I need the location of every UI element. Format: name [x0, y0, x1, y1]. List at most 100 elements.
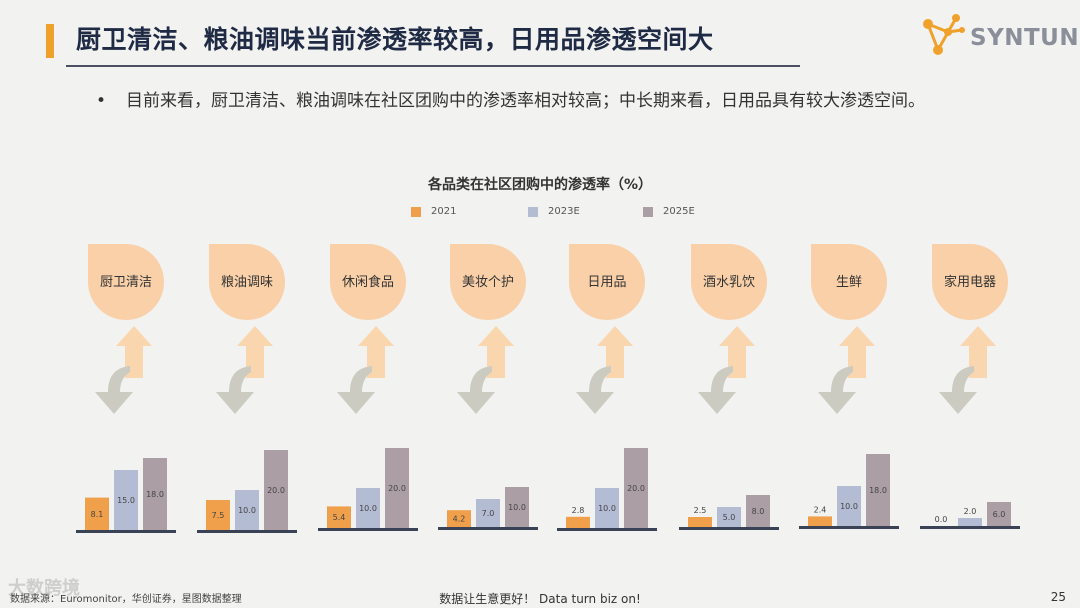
category-label: 厨卫清洁 [100, 275, 152, 290]
bar-value-label: 0.0 [935, 515, 948, 524]
bar [595, 488, 619, 528]
down-arrow-icon [95, 366, 133, 414]
bar [566, 516, 590, 528]
category-baseline [318, 528, 418, 531]
bar [206, 500, 230, 530]
down-arrow-icon [457, 366, 495, 414]
category-baseline [920, 526, 1020, 529]
category-baseline [557, 528, 657, 531]
up-arrow-icon [719, 326, 755, 378]
bar [385, 448, 409, 528]
logo-text: SYNTUN [970, 25, 1080, 51]
up-arrow-icon [237, 326, 273, 378]
up-arrow-icon [839, 326, 875, 378]
down-arrow-icon [818, 366, 856, 414]
up-arrow-icon [116, 326, 152, 378]
category-bubble [932, 244, 1008, 320]
title-accent-bar [46, 24, 54, 58]
bar [476, 499, 500, 527]
category-label: 休闲食品 [342, 274, 394, 290]
bar-value-label: 4.2 [453, 515, 466, 524]
category-bubble [569, 244, 645, 320]
bar [624, 448, 648, 528]
category-label: 生鲜 [836, 275, 862, 290]
bar-value-label: 2.4 [814, 505, 827, 514]
category-baseline [76, 530, 176, 533]
footer-slogan: 数据让生意更好！ Data turn biz on! [439, 592, 641, 606]
category-label: 家用电器 [944, 274, 996, 290]
down-arrow-icon [698, 366, 736, 414]
summary-bullet: • 目前来看，厨卫清洁、粮油调味在社区团购中的渗透率相对较高；中长期来看，日用品… [96, 88, 1046, 115]
bar-value-label: 20.0 [388, 484, 406, 493]
category-bubble [88, 244, 164, 320]
chart-title: 各品类在社区团购中的渗透率（%） [427, 177, 653, 193]
category-label: 粮油调味 [221, 275, 273, 290]
bar [327, 506, 351, 528]
down-arrow-icon [939, 366, 977, 414]
bar-value-label: 10.0 [359, 504, 377, 513]
bar [688, 517, 712, 527]
legend-item: 2025E [643, 206, 695, 217]
bar [264, 450, 288, 530]
legend-label: 2023E [548, 206, 580, 217]
bar [235, 490, 259, 530]
category-bubble [450, 244, 526, 320]
bar-value-label: 20.0 [627, 484, 645, 493]
category-baseline [438, 527, 538, 530]
legend-swatch [411, 206, 421, 217]
bar [717, 507, 741, 527]
legend-label: 2021 [431, 206, 457, 217]
summary-text: 目前来看，厨卫清洁、粮油调味在社区团购中的渗透率相对较高；中长期来看，日用品具有… [126, 91, 925, 111]
legend-swatch [643, 206, 653, 217]
category-label: 酒水乳饮 [703, 275, 755, 290]
legend-label: 2025E [663, 206, 695, 217]
up-arrow-icon [358, 326, 394, 378]
page-title: 厨卫清洁、粮油调味当前渗透率较高，日用品渗透空间大 [76, 25, 714, 54]
page-number: 25 [1050, 590, 1066, 604]
bar-value-label: 18.0 [869, 486, 887, 495]
down-arrow-icon [216, 366, 254, 414]
molecule-icon [923, 14, 965, 55]
category-bubble [691, 244, 767, 320]
legend-swatch [528, 206, 538, 217]
category-baseline [799, 526, 899, 529]
category-bubble [811, 244, 887, 320]
category-bubble [209, 244, 285, 320]
legend-item: 2021 [411, 206, 456, 217]
bar-value-label: 2.8 [572, 506, 585, 515]
category-baseline [679, 527, 779, 530]
bar [837, 486, 861, 526]
bar-value-label: 20.0 [267, 486, 285, 495]
bar-value-label: 15.0 [117, 496, 135, 505]
category-baseline [197, 530, 297, 533]
up-arrow-icon [960, 326, 996, 378]
syntun-logo: SYNTUN [918, 10, 1079, 60]
up-arrow-icon [597, 326, 633, 378]
bar [866, 454, 890, 526]
bar [746, 495, 770, 527]
category-label: 美妆个护 [462, 275, 514, 290]
bar [85, 497, 109, 530]
bar-value-label: 10.0 [840, 502, 858, 511]
bar [447, 510, 471, 527]
bullet-symbol: • [96, 91, 107, 111]
chart-legend: 2021 2023E 2025E [0, 206, 1080, 222]
bar [505, 487, 529, 527]
bar-value-label: 18.0 [146, 490, 164, 499]
category-label: 日用品 [587, 275, 626, 290]
bar-value-label: 6.0 [993, 510, 1006, 519]
bar-value-label: 7.5 [212, 511, 225, 520]
down-arrow-icon [576, 366, 614, 414]
bar-value-label: 5.4 [333, 513, 346, 522]
bar-value-label: 10.0 [598, 504, 616, 513]
watermark: 大数跨境 [8, 578, 80, 599]
legend-item: 2023E [528, 206, 580, 217]
source-note: 数据来源：Euromonitor，华创证券，星图数据整理 [10, 594, 242, 605]
up-arrow-icon [478, 326, 514, 378]
bar-value-label: 2.0 [964, 507, 977, 516]
down-arrow-icon [337, 366, 375, 414]
bar [356, 488, 380, 528]
bar-value-label: 10.0 [238, 506, 256, 515]
bar [987, 502, 1011, 526]
title-divider [66, 65, 800, 67]
